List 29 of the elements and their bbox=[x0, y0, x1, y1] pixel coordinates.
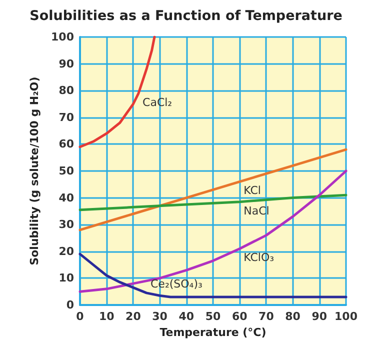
y-tick-label: 40 bbox=[58, 191, 74, 204]
x-tick-label: 20 bbox=[126, 310, 142, 323]
series-label: KCl bbox=[244, 184, 261, 198]
chart-title: Solubilities as a Function of Temperature bbox=[30, 8, 342, 24]
y-tick-label: 90 bbox=[58, 57, 74, 70]
x-axis-title: Temperature (°C) bbox=[160, 326, 266, 339]
y-tick-label: 70 bbox=[58, 110, 74, 124]
y-tick-label: 60 bbox=[58, 138, 74, 151]
y-axis-title: Solubility (g solute/100 g H₂O) bbox=[28, 76, 42, 266]
x-tick-label: 90 bbox=[312, 310, 328, 323]
x-tick-label: 100 bbox=[334, 310, 358, 323]
x-tick-label: 30 bbox=[152, 310, 168, 323]
y-tick-label: 30 bbox=[58, 218, 74, 232]
y-tick-label: 0 bbox=[66, 298, 74, 312]
x-tick-label: 40 bbox=[178, 310, 194, 323]
x-tick-label: 50 bbox=[205, 310, 221, 323]
y-tick-label: 80 bbox=[58, 84, 74, 98]
x-tick-label: 70 bbox=[258, 310, 274, 323]
x-tick-label: 60 bbox=[232, 310, 248, 323]
line-series bbox=[78, 252, 348, 298]
x-tick-label: 80 bbox=[285, 310, 301, 323]
y-tick-label: 50 bbox=[58, 164, 74, 178]
y-tick-label: 20 bbox=[58, 244, 74, 258]
line-series bbox=[78, 170, 348, 293]
line-series bbox=[78, 148, 348, 232]
y-tick-label: 100 bbox=[51, 30, 74, 44]
x-tick-label: 0 bbox=[76, 310, 84, 323]
y-tick-label: 10 bbox=[58, 272, 74, 285]
x-tick-label: 10 bbox=[98, 310, 115, 323]
